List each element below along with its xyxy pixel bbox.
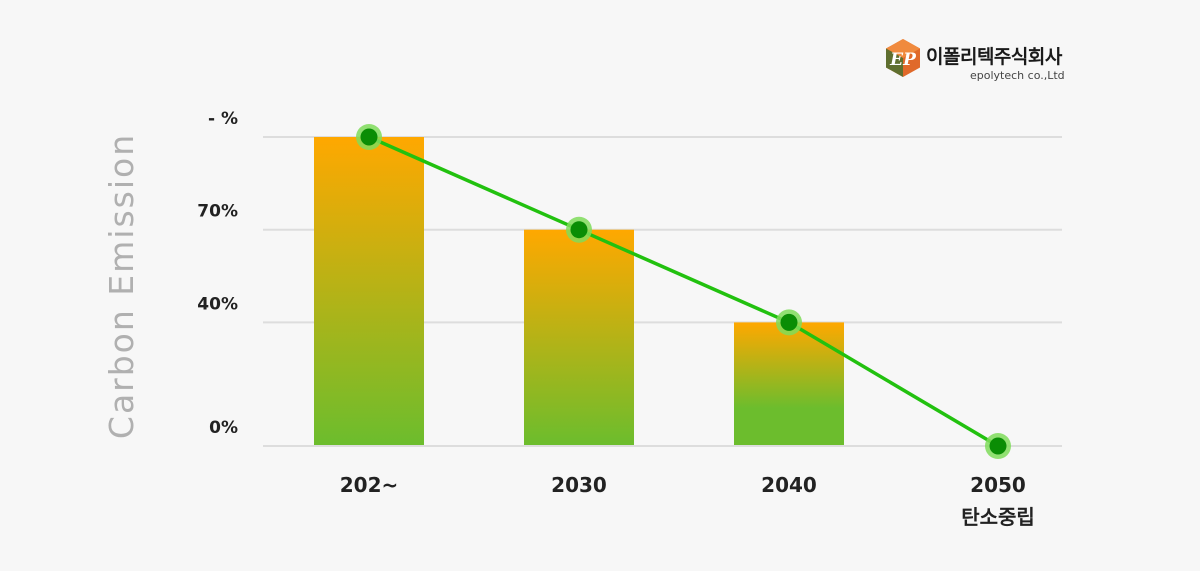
x-tick-sublabel: 탄소중립	[961, 505, 1035, 529]
logo-mark-text: EP	[889, 50, 917, 70]
x-tick-label: 2040	[761, 473, 817, 497]
point-2030	[566, 216, 592, 243]
company-subtitle: epolytech co.,Ltd	[970, 69, 1065, 82]
x-tick-label: 202~	[340, 473, 399, 497]
trend-line	[368, 135, 999, 448]
bars	[314, 137, 844, 445]
x-tick-label: 2030	[551, 473, 607, 497]
point-2040	[776, 309, 802, 336]
point-202~	[356, 124, 382, 150]
bar-202~	[314, 137, 424, 445]
y-axis-label: Carbon Emission	[102, 133, 141, 439]
point-2050	[985, 433, 1011, 459]
y-tick-label: 40%	[197, 294, 238, 314]
company-name: 이폴리텍주식회사	[926, 46, 1062, 68]
y-ticks: 0% 40% 70% - %	[197, 109, 238, 438]
y-tick-label: 0%	[209, 418, 238, 438]
bar-2030	[524, 229, 634, 445]
company-logo: EP 이폴리텍주식회사 epolytech co.,Ltd	[884, 38, 1084, 88]
logo-mark-icon: EP	[886, 39, 920, 77]
x-ticks: 202~ 2030 2040 2050 탄소중립	[340, 473, 1035, 529]
markers	[356, 124, 1011, 459]
y-tick-label: - %	[208, 109, 238, 129]
x-tick-label: 2050	[970, 473, 1026, 497]
trend-line-path	[368, 135, 999, 448]
y-tick-label: 70%	[197, 202, 238, 222]
bar-2040	[734, 322, 844, 445]
